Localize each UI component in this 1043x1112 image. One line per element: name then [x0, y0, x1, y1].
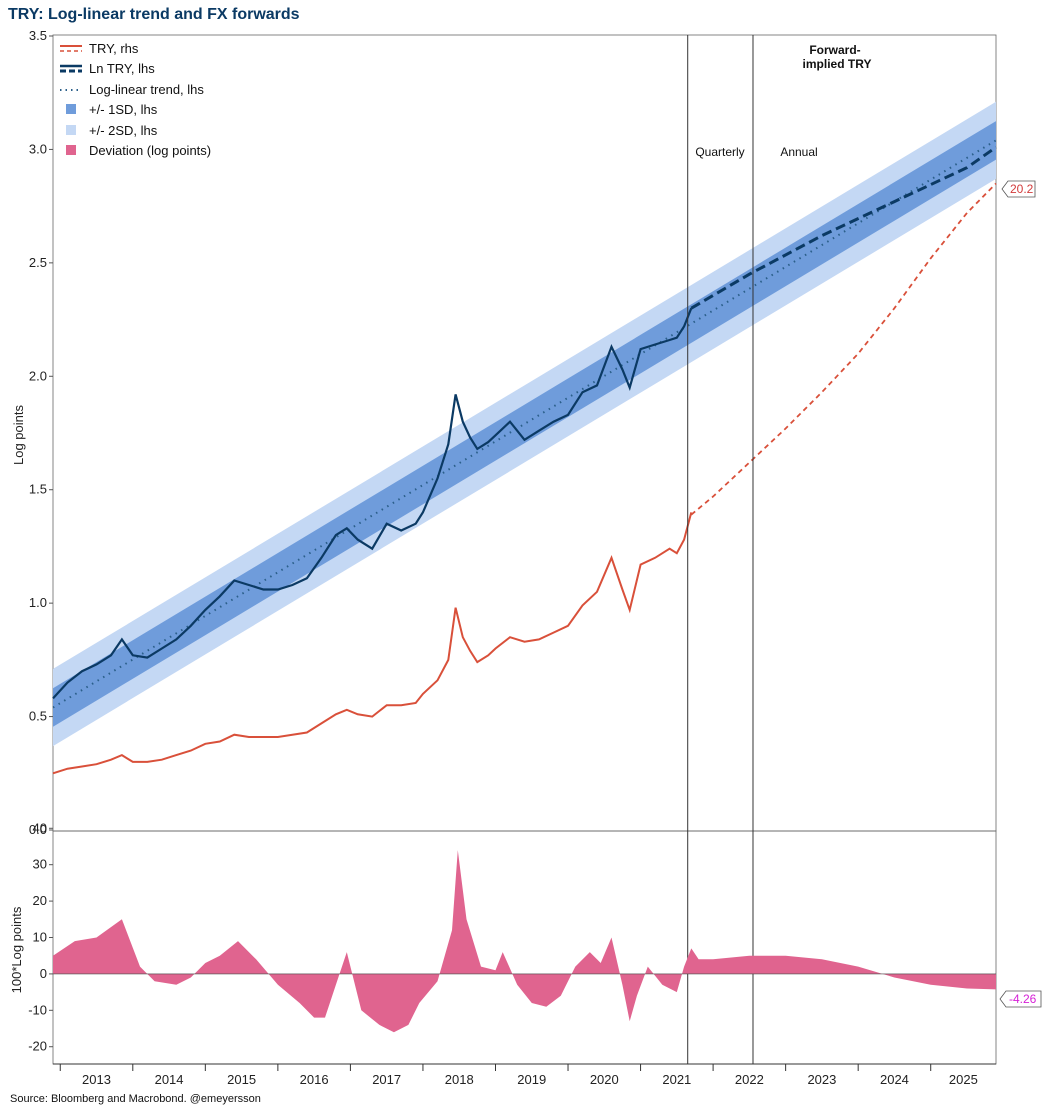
x-tick-label: 2025: [949, 1072, 978, 1087]
main-y-tick-label: 2.0: [29, 368, 47, 383]
x-tick-label: 2023: [807, 1072, 836, 1087]
series-try-line: [52, 512, 693, 775]
quarterly-label: Quarterly: [695, 145, 744, 159]
deviation-y-tick-label: -20: [28, 1039, 47, 1054]
x-tick-label: 2021: [662, 1072, 691, 1087]
legend-label-trend: Log-linear trend, lhs: [89, 82, 204, 97]
deviation-y-tick-label: 30: [33, 857, 47, 872]
x-tick-label: 2014: [155, 1072, 184, 1087]
deviation-area: [53, 850, 996, 1033]
x-tick-label: 2013: [82, 1072, 111, 1087]
legend-label-try: TRY, rhs: [89, 41, 139, 56]
main-y-axis-title: Log points: [11, 405, 26, 465]
legend-item-band-2sd: +/- 2SD, lhs: [66, 123, 158, 138]
main-chart-layer: 0.0 0.5 1.0 1.5 2.0 2.5 3.0 3.5: [29, 28, 997, 1064]
x-tick-label: 2022: [735, 1072, 764, 1087]
forward-header-line1: Forward-: [809, 43, 860, 57]
legend: TRY, rhs Ln TRY, lhs Log-linear trend, l…: [60, 41, 211, 158]
trend-line: [52, 139, 997, 709]
x-tick-label: 2019: [517, 1072, 546, 1087]
deviation-chart-layer: -20 -10 0 10 20 30 40: [28, 820, 996, 1054]
x-tick-label: 2018: [445, 1072, 474, 1087]
x-axis-layer: 2013 2014 2015 2016 2017 2018 2019 2020 2021 2022…: [59, 1064, 978, 1087]
chart-title: TRY: Log-linear trend and FX forwards: [8, 6, 300, 23]
legend-item-deviation: Deviation (log points): [66, 143, 211, 158]
try-end-value: 20.2: [1010, 182, 1034, 196]
legend-label-band-2sd: +/- 2SD, lhs: [89, 123, 158, 138]
deviation-plot-frame: [52, 830, 997, 1065]
main-y-tick-label: 3.5: [29, 28, 47, 43]
legend-label-ln-try: Ln TRY, lhs: [89, 61, 155, 76]
x-tick-label: 2020: [590, 1072, 619, 1087]
forward-header-line2: implied TRY: [803, 57, 872, 71]
legend-label-band-1sd: +/- 1SD, lhs: [89, 102, 158, 117]
deviation-y-tick-label: 20: [33, 893, 47, 908]
main-y-tick-label: 1.0: [29, 595, 47, 610]
deviation-y-tick-label: 10: [33, 930, 47, 945]
main-y-tick-label: 0.0: [29, 822, 47, 837]
series-try-forward-line: [690, 182, 997, 516]
x-tick-label: 2017: [372, 1072, 401, 1087]
deviation-y-tick-label: 40: [33, 820, 47, 835]
deviation-y-axis-title: 100*Log points: [9, 906, 24, 993]
main-y-tick-label: 1.5: [29, 482, 47, 497]
deviation-end-value: -4.26: [1009, 992, 1037, 1006]
x-tick-label: 2024: [880, 1072, 909, 1087]
deviation-end-callout: -4.26: [999, 990, 1042, 1008]
band-1sd: [53, 121, 996, 727]
series-ln-try-forward-line: [690, 145, 997, 310]
legend-item-try: TRY, rhs: [60, 41, 139, 56]
legend-item-ln-try: Ln TRY, lhs: [60, 61, 155, 76]
legend-label-deviation: Deviation (log points): [89, 143, 211, 158]
main-y-tick-label: 3.0: [29, 141, 47, 156]
annual-label: Annual: [780, 145, 817, 159]
main-y-tick-label: 0.5: [29, 709, 47, 724]
source-note: Source: Bloomberg and Macrobond. @emeyer…: [10, 1093, 261, 1105]
x-tick-label: 2016: [300, 1072, 329, 1087]
try-end-callout: 20.2: [1001, 180, 1036, 198]
legend-item-band-1sd: +/- 1SD, lhs: [66, 102, 158, 117]
main-y-tick-label: 2.5: [29, 255, 47, 270]
legend-item-trend: Log-linear trend, lhs: [60, 82, 204, 97]
deviation-y-tick-label: 0: [40, 966, 47, 981]
x-tick-label: 2015: [227, 1072, 256, 1087]
series-ln-try-line: [52, 307, 693, 700]
deviation-y-tick-label: -10: [28, 1002, 47, 1017]
